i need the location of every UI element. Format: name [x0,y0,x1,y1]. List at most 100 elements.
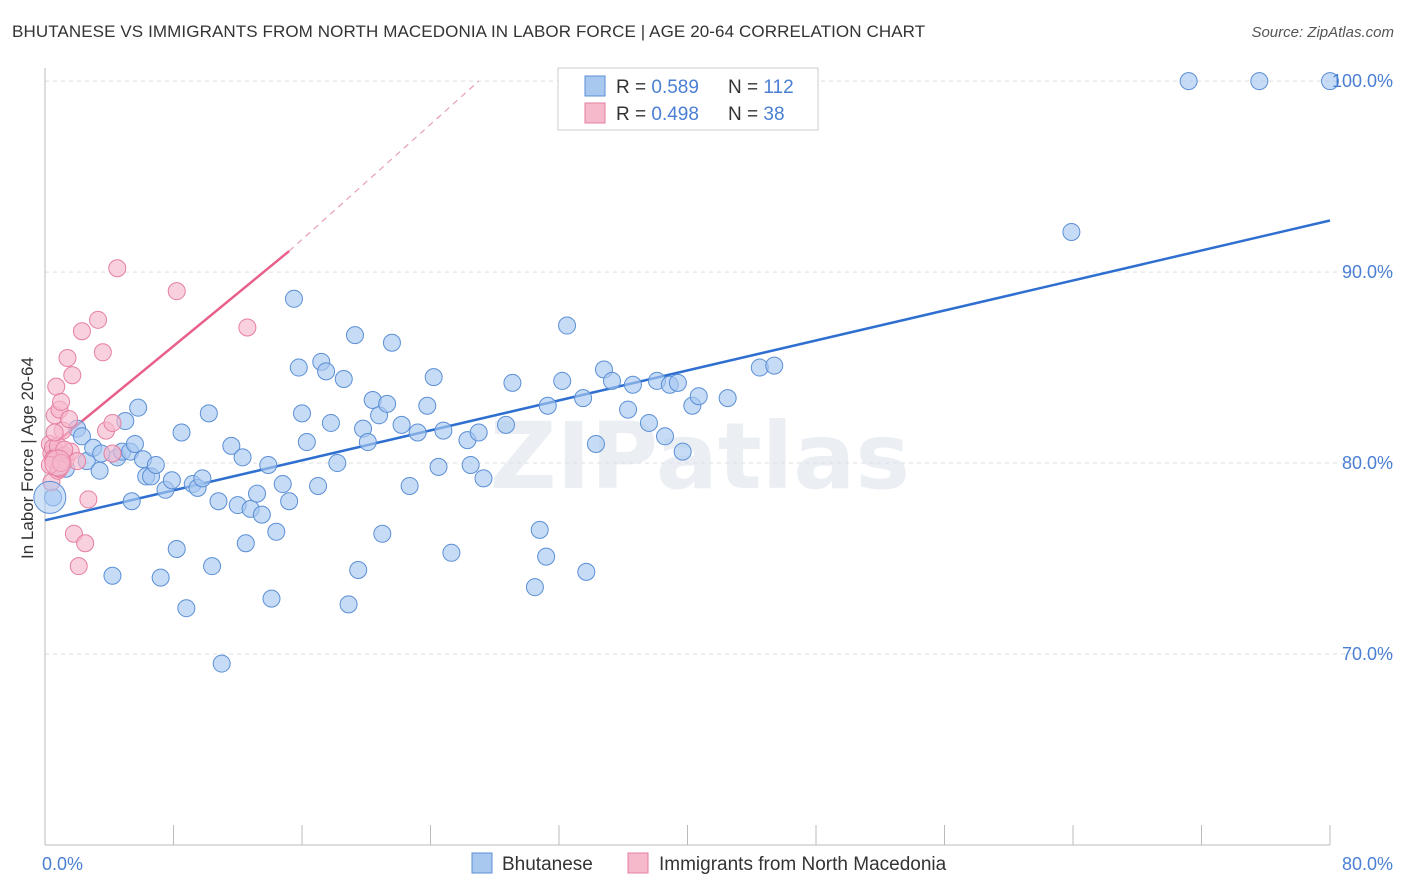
chart-source: Source: ZipAtlas.com [1251,24,1394,41]
bhutanese-point [321,413,340,432]
bhutanese-point [525,578,544,597]
series-legend: Bhutanese Immigrants from North Macedonia [471,852,947,875]
legend-stat: R = 0.498 N = 38 [616,104,785,125]
bhutanese-point [358,433,377,452]
bhutanese-point [1250,72,1269,91]
bhutanese-point [289,358,308,377]
north-macedonia-point [238,318,257,337]
bhutanese-point [209,492,228,511]
bhutanese-point [442,543,461,562]
bhutanese-point [284,289,303,308]
y-tick-label: 90.0% [1342,262,1393,282]
bhutanese-point [262,589,281,608]
north-macedonia-point [63,366,82,385]
bhutanese-point [193,469,212,488]
bhutanese-point [222,436,241,455]
bhutanese-point [496,415,515,434]
bhutanese-point [151,568,170,587]
bhutanese-point [408,423,427,442]
bhutanese-point [656,427,675,446]
bhutanese-point [553,371,572,390]
bhutanese-point [765,356,784,375]
bhutanese-point [293,404,311,423]
trendlines [44,80,1331,522]
bhutanese-point [349,560,368,579]
bhutanese-point [434,421,453,440]
bhutanese-point [233,448,252,467]
north-macedonia-point [44,449,72,477]
bhutanese-point [639,413,658,432]
bhutanese-point [1179,72,1198,91]
bhutanese-point [718,389,737,408]
bhutanese-point [103,566,122,585]
y-tick-label: 80.0% [1342,453,1393,473]
legend-swatch-north-macedonia [584,102,606,124]
watermark: ZIPatlas [490,403,910,510]
y-tick-label: 100.0% [1332,71,1393,91]
series-legend-label-bhutanese: Bhutanese [502,854,593,875]
bhutanese-point [392,415,411,434]
bhutanese-point [378,394,397,413]
bhutanese-point [538,396,557,415]
bhutanese-point [259,455,278,474]
bhutanese-point [273,475,292,494]
bhutanese-point [280,492,299,511]
north-macedonia-point [103,413,122,432]
series-legend-swatch-north-macedonia [627,852,649,874]
north-macedonia-point [89,310,108,329]
series-legend-label-north-macedonia: Immigrants from North Macedonia [659,854,947,875]
tick-labels: 70.0% 80.0% 90.0% 100.0% 0.0% 80.0% [42,71,1393,874]
bhutanese-point [1321,72,1339,91]
north-macedonia-point [45,423,64,442]
bhutanese-trendline [44,219,1331,522]
bhutanese-point [373,524,392,543]
bhutanese-point [382,333,401,352]
bhutanese-point [33,480,67,514]
bhutanese-point [90,461,109,480]
bhutanese-point [346,326,365,345]
bhutanese-point [537,547,556,566]
bhutanese-point [203,557,222,576]
bhutanese-point [212,654,231,673]
bhutanese-point [162,471,181,490]
bhutanese-point [603,371,622,390]
data-points [33,72,1339,673]
bhutanese-point [339,595,358,614]
bhutanese-point [125,434,144,453]
north-macedonia-point [167,282,186,301]
bhutanese-point [199,404,218,423]
x-tick-label: 0.0% [42,854,83,874]
bhutanese-point [317,362,336,381]
bhutanese-point [619,400,638,419]
series-legend-swatch-bhutanese [471,852,493,874]
bhutanese-point [623,375,642,394]
bhutanese-point [267,522,286,541]
bhutanese-point [474,469,493,488]
north-macedonia-point [93,343,112,362]
legend: R = 0.589 N = 112 R = 0.498 N = 38 [557,67,819,131]
bhutanese-point [172,423,191,442]
north-macedonia-point [103,444,122,463]
bhutanese-point [469,423,488,442]
bhutanese-point [668,373,687,392]
north-macedonia-point [47,377,66,396]
chart-title: BHUTANESE VS IMMIGRANTS FROM NORTH MACED… [12,22,926,41]
bhutanese-point [429,457,448,476]
north-macedonia-trendline-extension [288,80,480,252]
north-macedonia-point [72,322,91,341]
legend-stat: R = 0.589 N = 112 [616,77,794,98]
bhutanese-point [503,373,522,392]
x-tick-label: 80.0% [1342,854,1393,874]
north-macedonia-point [108,259,127,278]
bhutanese-point [334,370,353,389]
gridlines [45,80,1394,655]
bhutanese-point [530,520,549,539]
bhutanese-point [328,454,347,473]
bhutanese-point [418,396,437,415]
north-macedonia-point [69,557,88,576]
bhutanese-point [1062,222,1081,241]
bhutanese-point [586,434,605,453]
bhutanese-point [252,505,271,524]
y-tick-label: 70.0% [1342,644,1393,664]
